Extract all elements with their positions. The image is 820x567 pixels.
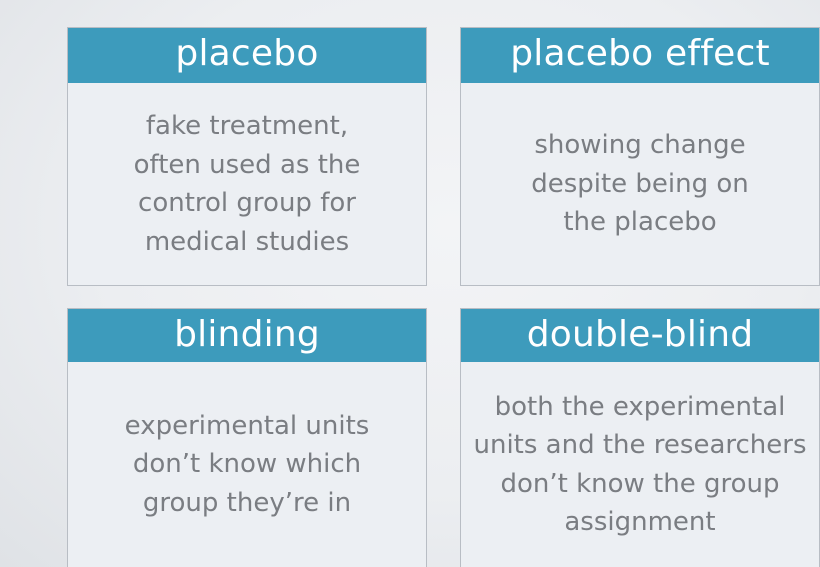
- card-definition: showing change despite being on the plac…: [461, 83, 819, 285]
- definition-line: assignment: [564, 507, 716, 537]
- card-term-heading: placebo: [68, 28, 426, 83]
- definition-line: often used as the: [133, 149, 361, 180]
- definition-line: both the experimental: [494, 391, 786, 422]
- definition-line: group they’re in: [142, 487, 352, 518]
- definition-line: units and the researchers: [473, 430, 807, 460]
- definition-line: fake treatment,: [145, 111, 349, 141]
- definition-line: medical studies: [144, 226, 350, 257]
- term-card-placebo-effect: placebo effect showing change despite be…: [460, 27, 820, 286]
- term-card-placebo: placebo fake treatment, often used as th…: [67, 27, 427, 286]
- definition-line: control group for: [138, 188, 356, 218]
- definition-line: don’t know which: [132, 449, 362, 480]
- card-term-heading: double-blind: [461, 309, 819, 362]
- card-definition: fake treatment, often used as the contro…: [68, 83, 426, 285]
- definition-line: the placebo: [563, 207, 717, 238]
- definition-line: don’t know the group: [500, 468, 780, 499]
- card-definition: experimental units don’t know which grou…: [68, 362, 426, 567]
- term-card-double-blind: double-blind both the experimental units…: [460, 308, 820, 567]
- definition-line: showing change: [534, 130, 746, 161]
- term-card-blinding: blinding experimental units don’t know w…: [67, 308, 427, 567]
- definition-line: experimental units: [124, 410, 370, 441]
- definition-line: despite being on: [531, 168, 749, 199]
- card-term-heading: placebo effect: [461, 28, 819, 83]
- card-definition: both the experimental units and the rese…: [461, 362, 819, 567]
- card-term-heading: blinding: [68, 309, 426, 362]
